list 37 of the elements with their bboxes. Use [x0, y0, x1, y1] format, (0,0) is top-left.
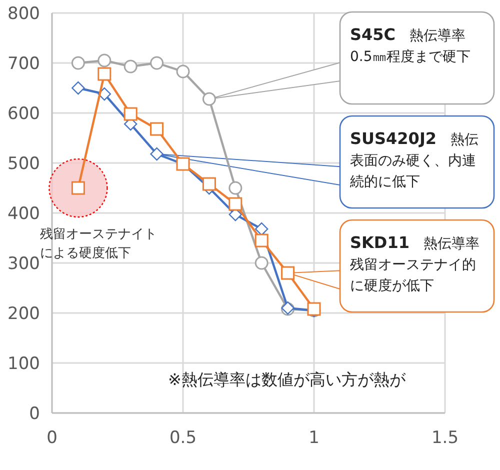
point [124, 107, 138, 121]
point [228, 197, 242, 211]
point [281, 266, 295, 280]
point [202, 177, 216, 191]
y-tick-label: 0 [29, 404, 40, 424]
point [254, 234, 268, 248]
y-tick-label: 800 [8, 4, 40, 24]
point [150, 147, 164, 161]
y-tick-label: 200 [8, 304, 40, 324]
x-tick-label: 1 [308, 428, 320, 448]
y-tick-label: 400 [8, 204, 40, 224]
point [228, 181, 242, 195]
annotation: SUS420J2 熱伝表面のみ硬く、内連続的に低下 [349, 129, 479, 190]
point [150, 122, 164, 136]
annotation: 残留オーステナイトによる硬度低下 [40, 227, 158, 261]
y-tick-label: 100 [8, 354, 40, 374]
point [71, 181, 85, 195]
y-tick-label: 600 [8, 104, 40, 124]
point [71, 56, 85, 70]
y-tick-label: 300 [8, 254, 40, 274]
annotation: SKD11 熱伝導率残留オーステナイ的に硬度が低下 [350, 233, 480, 294]
x-tick-label: 1.5 [431, 428, 459, 448]
point [254, 256, 268, 270]
point [255, 222, 268, 236]
y-tick-label: 700 [8, 54, 40, 74]
point [202, 92, 216, 106]
x-tick-label: 0 [46, 428, 58, 448]
point [72, 81, 85, 95]
point [98, 54, 112, 68]
point [150, 56, 164, 70]
x-tick-label: 0.5 [169, 428, 197, 448]
y-tick-label: 500 [8, 154, 40, 174]
point [124, 60, 138, 74]
annotation: ※熱伝導率は数値が高い方が熱が [168, 370, 406, 389]
annotation: S45C 熱伝導率0.5㎜程度まで硬下 [350, 25, 470, 65]
point [98, 67, 112, 81]
point [176, 64, 190, 78]
